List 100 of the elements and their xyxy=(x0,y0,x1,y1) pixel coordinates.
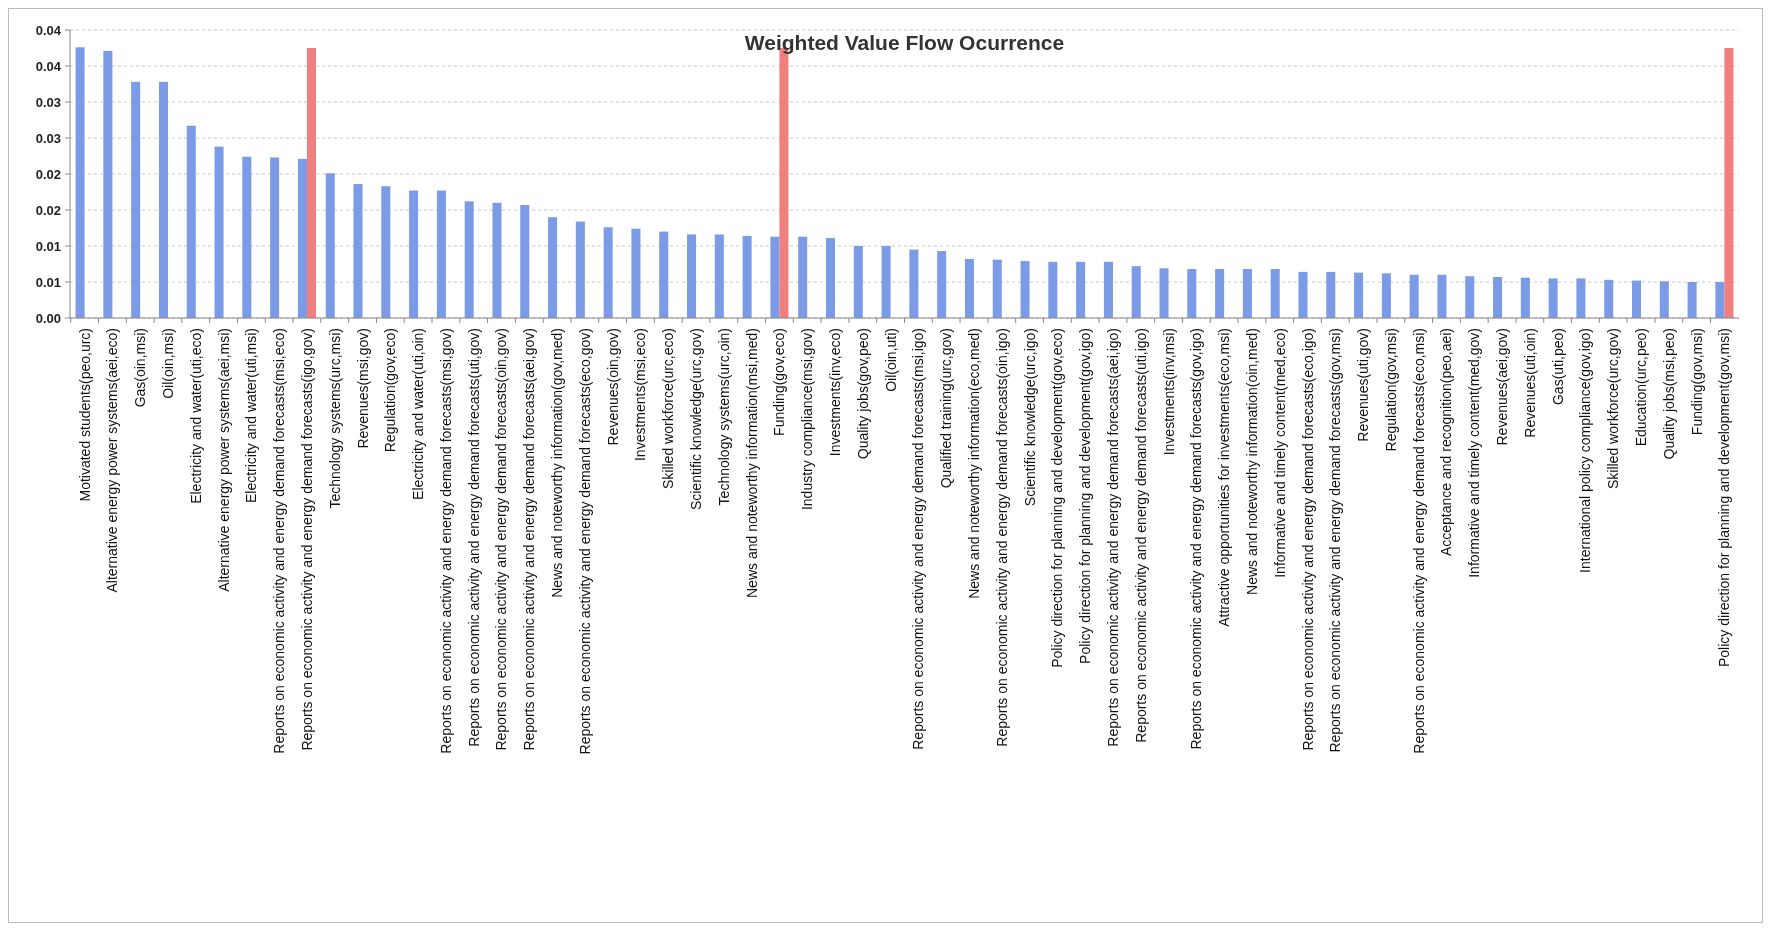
bar xyxy=(1076,261,1086,318)
bar xyxy=(603,227,613,318)
x-tick-label: Regulation(gov,eco) xyxy=(382,328,399,453)
x-tick-label: Reports on economic activity and energy demand forecasts(igo,gov) xyxy=(298,328,315,751)
x-tick-label: Electricity and water(uti,eco) xyxy=(187,328,204,504)
bar xyxy=(1159,268,1169,318)
x-tick-label: Scientific knowledge(urc,gov) xyxy=(688,328,705,511)
bar xyxy=(409,190,419,318)
bar xyxy=(306,48,316,318)
x-tick-label: Reports on economic activity and energy demand forecasts(eco,igo) xyxy=(1299,328,1316,751)
bar xyxy=(770,236,780,318)
bar xyxy=(1604,279,1614,318)
bar xyxy=(325,173,335,318)
x-tick-label: Informative and timely content(med,gov) xyxy=(1466,328,1483,578)
x-tick-label: Reports on economic activity and energy demand forecasts(gov,msi) xyxy=(1327,328,1344,753)
bar xyxy=(131,81,141,318)
bar xyxy=(1298,271,1308,318)
chart-title: Weighted Value Flow Ocurrence xyxy=(744,31,1065,54)
x-tick-label: Reports on economic activity and energy demand forecasts(msi,igo) xyxy=(910,328,927,750)
bar xyxy=(742,235,752,318)
bar xyxy=(242,156,252,318)
bar xyxy=(575,221,585,318)
bar xyxy=(992,259,1002,318)
x-tick-label: Revenues(uti,gov) xyxy=(1355,328,1372,442)
bar xyxy=(825,238,836,318)
x-tick-label: Technology systems(urc,oin) xyxy=(715,328,732,506)
x-tick-label: Revenues(oin,gov) xyxy=(604,328,621,446)
bar xyxy=(1493,276,1503,318)
x-tick-label: Investments(msi,eco) xyxy=(632,328,649,462)
bar xyxy=(687,234,697,318)
x-tick-label: Attractive opportunities for investments(eco,msi) xyxy=(1216,328,1233,627)
bar xyxy=(1724,48,1734,318)
x-tick-label: News and noteworthy information(oin,med) xyxy=(1243,328,1260,595)
bar xyxy=(186,125,196,318)
y-tick-label: 0.02 xyxy=(35,166,61,182)
x-tick-label: Skilled workforce(urc,eco) xyxy=(660,328,677,490)
y-tick-label: 0.04 xyxy=(35,58,62,74)
bar xyxy=(631,228,641,318)
x-tick-label: Education(urc,peo) xyxy=(1633,328,1650,447)
x-tick-label: Reports on economic activity and energy demand forecasts(eco,msi) xyxy=(1410,328,1427,754)
bar xyxy=(853,246,863,318)
x-tick-label: Acceptance and recognition(peo,aei) xyxy=(1438,328,1455,557)
x-tick-label: Reports on economic activity and energy demand forecasts(uti,gov) xyxy=(465,328,482,747)
bar xyxy=(492,202,502,318)
x-tick-label: Policy direction for planning and development(gov,eco) xyxy=(1049,328,1066,668)
x-tick-label: Policy direction for planning and development(gov,msi) xyxy=(1716,328,1733,668)
bar xyxy=(297,158,307,318)
x-tick-label: Gas(uti,peo) xyxy=(1549,328,1566,406)
bar xyxy=(520,204,530,318)
x-tick-label: News and noteworthy information(gov,med) xyxy=(549,328,566,598)
x-tick-label: Regulation(gov,msi) xyxy=(1382,328,1399,452)
bar xyxy=(1409,274,1419,318)
y-tick-label: 0.00 xyxy=(35,310,61,326)
x-tick-label: Informative and timely content(med,eco) xyxy=(1271,328,1288,578)
x-tick-label: Reports on economic activity and energy demand forecasts(msi,eco) xyxy=(271,328,288,754)
bar xyxy=(881,246,891,318)
x-tick-label: Reports on economic activity and energy demand forecasts(oin,gov) xyxy=(493,328,510,751)
x-tick-label: Quality jobs(gov,peo) xyxy=(854,328,871,460)
x-tick-label: Reports on economic activity and energy demand forecasts(aei,igo) xyxy=(1104,328,1121,747)
y-tick-label: 0.01 xyxy=(35,274,61,290)
bar xyxy=(1381,273,1391,318)
bar xyxy=(1659,281,1669,318)
x-tick-label: Electricity and water(uti,oin) xyxy=(410,328,427,500)
x-tick-label: Technology systems(urc,msi) xyxy=(326,328,343,509)
bar xyxy=(464,201,474,318)
bar xyxy=(1715,282,1725,318)
x-tick-label: Scientific knowledge(urc,igo) xyxy=(1021,328,1038,507)
x-tick-label: Gas(oin,msi) xyxy=(132,328,149,408)
x-tick-label: Investments(inv,eco) xyxy=(827,328,844,457)
bar xyxy=(1576,278,1586,318)
x-tick-label: Alternative energy power systems(aei,eco) xyxy=(104,328,121,593)
bar xyxy=(1103,261,1113,318)
x-tick-label: Reports on economic activity and energy demand forecasts(aei,gov) xyxy=(521,328,538,751)
x-tick-label: Revenues(uti,oin) xyxy=(1521,328,1538,438)
x-tick-label: Industry compliance(msi,gov) xyxy=(799,328,816,511)
x-tick-label: Investments(inv,msi) xyxy=(1160,328,1177,456)
bar xyxy=(909,249,919,318)
bar xyxy=(1326,271,1336,318)
y-tick-label: 0.02 xyxy=(35,202,61,218)
bar xyxy=(1631,280,1642,318)
bar xyxy=(353,184,363,318)
bar xyxy=(1465,276,1475,318)
x-tick-label: Reports on economic activity and energy demand forecasts(eco,gov) xyxy=(576,328,593,755)
x-tick-label: Reports on economic activity and energy demand forecasts(oin,igo) xyxy=(993,328,1010,747)
x-tick-label: News and noteworthy information(msi,med) xyxy=(743,328,760,598)
x-tick-label: Qualified training(urc,gov) xyxy=(938,328,955,489)
bar xyxy=(1048,261,1058,318)
bar xyxy=(1131,266,1141,318)
x-tick-label: International policy compliance(gov,igo) xyxy=(1577,328,1594,573)
bar xyxy=(1548,278,1558,318)
bar xyxy=(1354,272,1364,318)
bar xyxy=(1520,277,1530,318)
y-tick-label: 0.04 xyxy=(35,22,62,38)
y-tick-label: 0.01 xyxy=(35,238,61,254)
x-tick-label: Oil(oin,msi) xyxy=(159,328,176,399)
bar xyxy=(75,47,85,318)
bar xyxy=(548,217,558,318)
bar xyxy=(1020,261,1030,318)
bar xyxy=(1215,269,1225,318)
x-tick-label: Skilled workforce(urc,gov) xyxy=(1605,328,1622,490)
